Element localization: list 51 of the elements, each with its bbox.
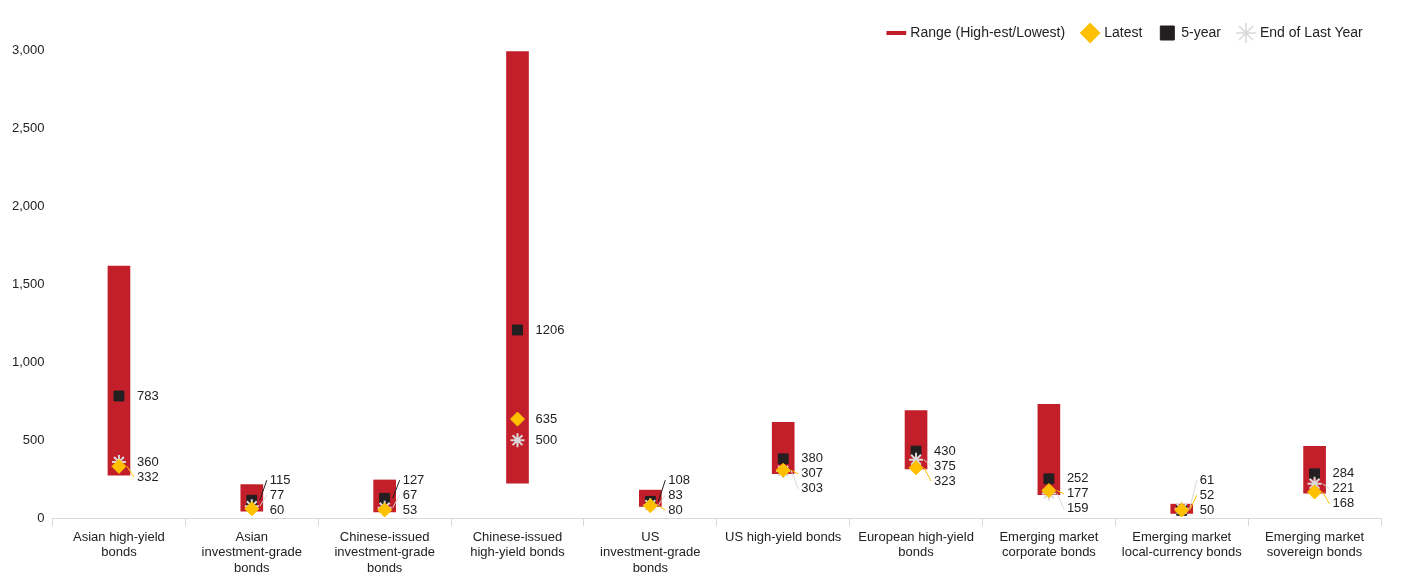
y-tick-label: 0 — [37, 509, 45, 525]
y-tick-label: 500 — [22, 431, 45, 447]
data-label: 332 — [136, 468, 159, 484]
y-tick-label: 2,000 — [11, 197, 45, 213]
data-label: 430 — [934, 442, 956, 458]
data-label: 307 — [801, 465, 823, 481]
y-tick-label: 2,500 — [11, 119, 45, 135]
y-tick-label: 1,500 — [11, 275, 45, 291]
data-label: 303 — [801, 480, 823, 496]
data-label: 50 — [1199, 501, 1215, 517]
data-label: 159 — [1066, 500, 1089, 516]
legend-label: Latest — [1104, 23, 1143, 40]
data-label: 1206 — [535, 321, 565, 337]
data-label: 53 — [402, 501, 418, 517]
data-label: 783 — [136, 387, 159, 403]
x-tick-label: US investment-grade bonds — [600, 528, 701, 575]
x-tick-label: Asian high-yield bonds — [73, 528, 165, 560]
x-tick-label: US high-yield bonds — [725, 528, 842, 544]
data-label: 115 — [269, 471, 291, 487]
data-label: 127 — [402, 471, 425, 487]
legend-label: 5-year — [1181, 23, 1222, 40]
data-label: 252 — [1066, 470, 1089, 486]
data-label: 360 — [136, 453, 159, 469]
data-label: 635 — [535, 410, 558, 426]
data-label: 77 — [269, 486, 285, 502]
legend-label: Range (High-est/Lowest) — [910, 23, 1066, 40]
x-tick-label: Emerging market local-currency bonds — [1121, 528, 1243, 560]
data-label: 221 — [1332, 480, 1355, 496]
x-tick-label: European high-yield bonds — [858, 528, 974, 560]
data-label: 67 — [402, 486, 418, 502]
x-tick-label: Chinese-issued investment-grade bonds — [334, 528, 435, 575]
x-tick-label: Emerging market corporate bonds — [999, 528, 1099, 560]
y-tick-label: 1,000 — [11, 353, 45, 369]
y-tick-label: 3,000 — [11, 41, 45, 57]
data-label: 60 — [269, 501, 285, 517]
data-label: 284 — [1332, 465, 1355, 481]
data-label: 168 — [1332, 495, 1355, 511]
x-tick-label: Emerging market sovereign bonds — [1265, 528, 1365, 560]
data-label: 61 — [1199, 471, 1215, 487]
data-label: 108 — [668, 471, 691, 487]
data-label: 380 — [801, 450, 823, 466]
data-label: 52 — [1199, 486, 1215, 502]
data-label: 500 — [535, 431, 558, 447]
x-tick-label: Asian investment-grade bonds — [201, 528, 303, 575]
data-label: 83 — [668, 486, 683, 502]
legend-label: End of Last Year — [1260, 23, 1364, 40]
data-label: 323 — [934, 472, 956, 488]
data-label: 80 — [668, 501, 683, 517]
data-label: 177 — [1066, 485, 1089, 501]
x-tick-label: Chinese-issued high-yield bonds — [470, 528, 566, 560]
data-label: 375 — [934, 457, 956, 473]
